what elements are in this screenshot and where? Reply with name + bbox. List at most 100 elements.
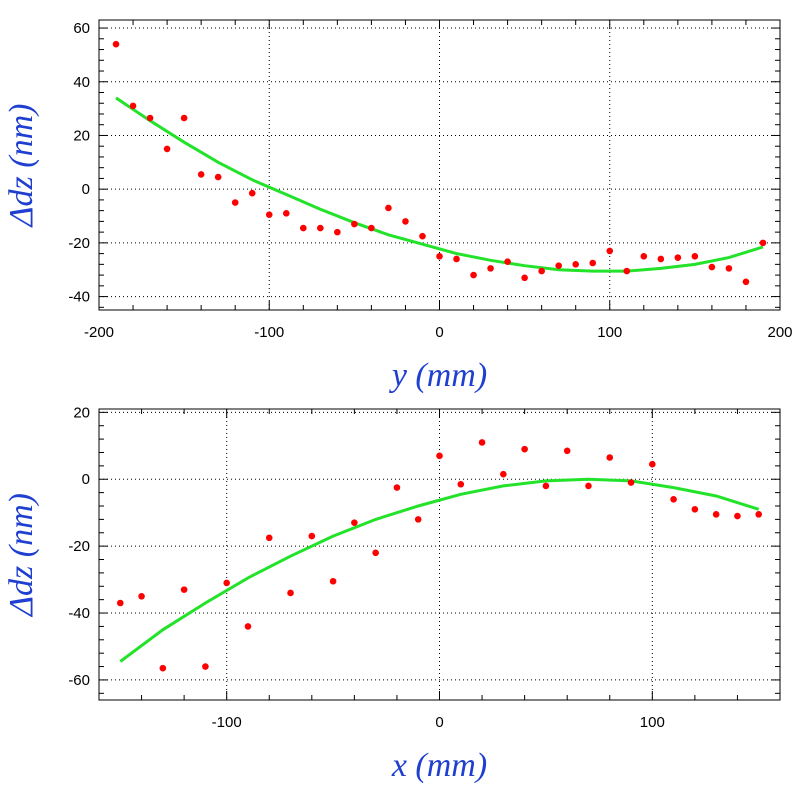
data-point: [759, 239, 767, 247]
data-point: [138, 593, 145, 600]
data-point: [712, 511, 720, 518]
data-point: [282, 210, 290, 217]
data-point: [334, 228, 341, 236]
data-point: [231, 199, 239, 206]
data-point: [329, 577, 337, 585]
data-point: [470, 271, 477, 279]
data-point: [691, 252, 699, 260]
data-point: [436, 452, 443, 460]
y-tick-label: 60: [73, 20, 90, 37]
data-point: [180, 114, 188, 122]
y-tick-label: -60: [68, 672, 90, 689]
y-tick-label: 0: [82, 471, 90, 488]
data-point: [265, 534, 273, 542]
x-tick-label: 0: [435, 714, 443, 731]
plot-frame: [98, 408, 781, 701]
y-tick-label: -40: [68, 605, 90, 622]
data-point: [244, 623, 252, 630]
data-point: [112, 40, 120, 48]
data-point: [129, 102, 137, 110]
data-point: [623, 267, 631, 275]
data-point: [734, 512, 741, 520]
data-point: [538, 267, 545, 275]
data-point: [402, 218, 409, 225]
x-tick-label: 100: [597, 324, 622, 341]
data-point: [674, 254, 682, 261]
data-point: [742, 278, 750, 286]
y-tick-label: 20: [73, 404, 90, 421]
data-point: [457, 480, 465, 488]
data-point: [521, 445, 528, 453]
data-point: [572, 261, 579, 268]
plot-frame: [98, 19, 781, 311]
data-point: [368, 224, 375, 232]
y-axis-title: Δdz (nm): [3, 493, 40, 618]
data-point: [504, 258, 511, 265]
data-point: [202, 663, 209, 670]
data-point: [265, 211, 273, 218]
y-tick-label: 20: [73, 127, 90, 144]
data-point: [317, 224, 324, 232]
data-point: [372, 549, 379, 557]
data-point: [197, 171, 205, 178]
data-point: [521, 274, 528, 282]
data-point: [606, 454, 614, 461]
data-point: [649, 460, 656, 468]
fit-curve: [119, 477, 760, 663]
y-axis-title: Δdz (nm): [3, 104, 40, 229]
data-point: [563, 447, 571, 455]
y-tick-label: -40: [68, 289, 90, 306]
x-axis-title: x (mm): [391, 747, 487, 784]
data-point: [393, 484, 401, 491]
y-tick-label: 0: [82, 181, 90, 198]
data-point: [223, 579, 230, 587]
data-point: [453, 255, 460, 263]
x-tick-label: -100: [212, 714, 242, 731]
data-point: [755, 511, 763, 518]
data-point: [419, 232, 426, 240]
x-tick-label: -100: [254, 324, 284, 341]
data-point: [351, 220, 358, 228]
data-point: [385, 204, 392, 212]
x-tick-label: 200: [767, 324, 792, 341]
data-point: [670, 496, 677, 503]
data-point: [542, 482, 550, 490]
data-point: [555, 262, 562, 269]
data-point: [487, 265, 494, 272]
y-tick-label: 40: [73, 74, 90, 91]
data-point: [180, 586, 188, 593]
data-point: [725, 265, 733, 272]
data-point: [163, 145, 171, 153]
data-point: [308, 532, 316, 540]
y-tick-label: -20: [68, 538, 90, 555]
y-tick-label: -20: [68, 235, 90, 252]
data-point: [589, 259, 597, 267]
data-point: [146, 114, 154, 122]
data-point: [287, 589, 294, 597]
x-tick-label: -200: [84, 324, 114, 341]
data-point: [708, 263, 716, 271]
chart-panel-2: -100 0 100 -60 -40 -20 0 20 x (mm) Δdz (nm): [3, 404, 781, 784]
data-point: [606, 247, 614, 255]
data-point: [500, 470, 507, 478]
x-tick-label: 0: [435, 324, 443, 341]
data-point: [657, 255, 665, 263]
data-point: [585, 482, 592, 490]
data-point: [214, 173, 222, 181]
fit-curve: [115, 96, 764, 273]
data-point: [116, 599, 124, 607]
x-tick-label: 100: [640, 714, 665, 731]
data-point: [159, 664, 167, 672]
data-point: [351, 519, 358, 527]
data-point: [436, 252, 443, 260]
data-point: [691, 506, 699, 513]
data-point: [640, 252, 648, 260]
data-point: [627, 479, 635, 486]
data-point: [300, 224, 307, 232]
data-point: [414, 516, 422, 523]
x-axis-title: y (mm): [389, 357, 487, 394]
data-point: [248, 189, 256, 197]
data-point: [478, 439, 486, 446]
